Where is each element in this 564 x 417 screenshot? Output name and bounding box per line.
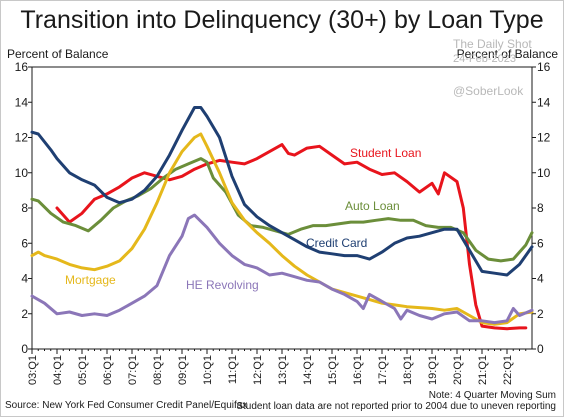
x-tick-label: 18:Q1	[402, 355, 414, 385]
x-tick-label: 05:Q1	[77, 355, 89, 385]
y-tick-right-label: 10	[537, 166, 551, 180]
y-tick-left-label: 10	[15, 166, 29, 180]
x-tick-label: 07:Q1	[127, 355, 139, 385]
series-line-auto-loan	[30, 157, 534, 263]
x-tick-label: 03:Q1	[27, 355, 39, 385]
y-tick-left-label: 2	[21, 307, 28, 321]
x-tick-label: 09:Q1	[177, 355, 189, 385]
plot-area	[31, 66, 533, 350]
series-line-credit-card	[30, 106, 534, 277]
x-tick-label: 14:Q1	[302, 355, 314, 385]
x-tick-label: 17:Q1	[377, 355, 389, 385]
y-tick-left-label: 4	[21, 272, 28, 286]
y-tick-left-label: 0	[21, 342, 28, 356]
y-tick-right-label: 16	[537, 60, 551, 74]
series-label-auto-loan: Auto Loan	[345, 199, 400, 213]
series-line-he-revolving	[30, 213, 534, 325]
y-tick-right-label: 12	[537, 131, 551, 145]
left-axis-title: Percent of Balance	[7, 47, 109, 61]
x-tick-label: 15:Q1	[327, 355, 339, 385]
x-tick-label: 13:Q1	[277, 355, 289, 385]
y-tick-left-label: 14	[15, 95, 29, 109]
x-tick-label: 19:Q1	[427, 355, 439, 385]
y-tick-left-label: 12	[15, 131, 29, 145]
x-tick-label: 04:Q1	[52, 355, 64, 385]
series-label-student-loan: Student Loan	[350, 146, 421, 160]
right-axis-title: Percent of Balance	[456, 47, 558, 61]
y-tick-right-label: 14	[537, 95, 551, 109]
x-tick-label: 21:Q1	[477, 355, 489, 385]
series-line-mortgage	[30, 132, 534, 326]
student-loan-note: Student loan data are not reported prior…	[236, 401, 556, 412]
watermark-line2: 24-Feb-2023	[453, 53, 516, 65]
y-tick-right-label: 2	[537, 307, 544, 321]
y-tick-left-label: 8	[21, 201, 28, 215]
series-line-student-loan	[55, 143, 528, 331]
x-tick-label: 22:Q1	[502, 355, 514, 385]
y-tick-right-label: 4	[537, 272, 544, 286]
watermark-handle: @SoberLook	[453, 84, 524, 98]
source-note: Source: New York Fed Consumer Credit Pan…	[5, 400, 248, 411]
x-tick-label: 12:Q1	[252, 355, 264, 385]
watermark-line1: The Daily Shot	[453, 37, 532, 51]
series-label-mortgage: Mortgage	[65, 273, 116, 287]
chart-title: Transition into Delinquency (30+) by Loa…	[20, 6, 544, 34]
y-tick-left-label: 16	[15, 60, 29, 74]
y-tick-right-label: 0	[537, 342, 544, 356]
x-tick-label: 06:Q1	[102, 355, 114, 385]
x-tick-label: 20:Q1	[452, 355, 464, 385]
x-tick-label: 16:Q1	[352, 355, 364, 385]
series-label-he-revolving: HE Revolving	[186, 278, 259, 292]
x-tick-label: 08:Q1	[152, 355, 164, 385]
y-tick-right-label: 6	[537, 236, 544, 250]
moving-sum-note: Note: 4 Quarter Moving Sum	[428, 390, 556, 401]
series-label-credit-card: Credit Card	[306, 236, 367, 250]
x-tick-label: 11:Q1	[227, 355, 239, 384]
y-tick-left-label: 6	[21, 236, 28, 250]
y-tick-right-label: 8	[537, 201, 544, 215]
x-tick-label: 10:Q1	[202, 355, 214, 385]
